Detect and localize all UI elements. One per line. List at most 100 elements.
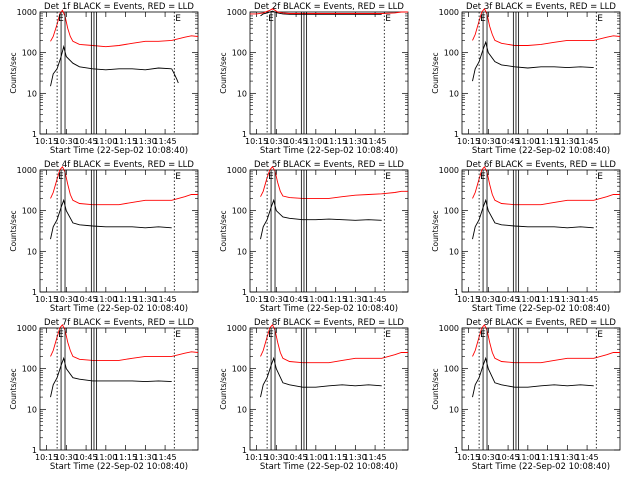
x-tick-label: 11:15	[324, 295, 347, 304]
x-tick-label: 10:30	[477, 453, 500, 462]
x-tick-label: 11:45	[154, 295, 177, 304]
y-tick-label: 10	[27, 247, 37, 256]
y-tick-label: 10	[27, 405, 37, 414]
x-tick-label: 11:15	[536, 453, 559, 462]
chart-title: Det 6f BLACK = Events, RED = LLD	[466, 160, 616, 170]
chart-panel-4: Det 4f BLACK = Events, RED = LLD 1 10 100 10…	[9, 160, 199, 314]
x-axis-label: Start Time (22-Sep-02 10:08:40)	[260, 462, 398, 472]
x-tick-label: 11:15	[536, 295, 559, 304]
marker-label: E	[175, 172, 181, 182]
series-line-lld	[472, 7, 621, 46]
marker-label: E	[175, 14, 181, 24]
chart-panel-9: Det 9f BLACK = Events, RED = LLD 1 10 100 10…	[431, 318, 621, 472]
x-tick-label: 11:15	[536, 137, 559, 146]
x-tick-label: 11:45	[154, 137, 177, 146]
x-tick-label: 10:15	[35, 137, 58, 146]
series-line-events	[260, 356, 382, 398]
x-tick-label: 11:30	[134, 453, 157, 462]
y-tick-label: 100	[444, 207, 459, 216]
x-tick-label: 10:15	[35, 453, 58, 462]
y-tick-label: 1	[32, 446, 37, 455]
x-tick-label: 11:00	[516, 137, 539, 146]
marker-label: E	[58, 330, 64, 340]
x-tick-label: 10:30	[55, 295, 78, 304]
x-axis-label: Start Time (22-Sep-02 10:08:40)	[472, 462, 610, 472]
y-tick-label: 1000	[227, 8, 247, 17]
y-tick-label: 1000	[17, 8, 37, 17]
x-tick-label: 11:00	[94, 295, 117, 304]
marker-label: E	[268, 172, 274, 182]
marker-label: E	[480, 330, 486, 340]
plot-frame	[249, 169, 409, 293]
series-line-events	[472, 356, 594, 398]
y-tick-label: 10	[237, 405, 247, 414]
x-tick-label: 11:00	[304, 453, 327, 462]
plot-frame	[39, 327, 199, 451]
chart-panel-8: Det 8f BLACK = Events, RED = LLD 1 10 100 10…	[219, 318, 409, 472]
marker-label: E	[597, 330, 603, 340]
x-tick-label: 11:45	[364, 453, 387, 462]
y-tick-label: 1000	[17, 324, 37, 333]
y-tick-label: 1000	[227, 324, 247, 333]
x-tick-label: 11:30	[134, 137, 157, 146]
plot-frame	[461, 11, 621, 135]
y-axis-label: Counts/sec	[431, 52, 440, 93]
chart-panel-2: Det 2f BLACK = Events, RED = LLD 1 10 100 10…	[219, 2, 409, 156]
x-axis-label: Start Time (22-Sep-02 10:08:40)	[472, 146, 610, 156]
y-tick-label: 10	[237, 247, 247, 256]
x-tick-label: 11:30	[344, 137, 367, 146]
chart-title: Det 5f BLACK = Events, RED = LLD	[254, 160, 404, 170]
x-tick-label: 11:15	[324, 453, 347, 462]
series-line-events	[260, 10, 382, 17]
y-tick-label: 100	[444, 49, 459, 58]
chart-title: Det 3f BLACK = Events, RED = LLD	[466, 2, 616, 12]
y-tick-label: 10	[237, 89, 247, 98]
y-tick-label: 10	[27, 89, 37, 98]
plot-frame	[461, 327, 621, 451]
x-axis-label: Start Time (22-Sep-02 10:08:40)	[50, 146, 188, 156]
chart-panel-6: Det 6f BLACK = Events, RED = LLD 1 10 100 10…	[431, 160, 621, 314]
x-axis-label: Start Time (22-Sep-02 10:08:40)	[472, 304, 610, 314]
x-tick-label: 10:15	[457, 453, 480, 462]
x-tick-label: 10:45	[75, 137, 98, 146]
x-tick-label: 10:15	[245, 295, 268, 304]
chart-panel-5: Det 5f BLACK = Events, RED = LLD 1 10 100 10…	[219, 160, 409, 314]
chart-title: Det 1f BLACK = Events, RED = LLD	[44, 2, 194, 12]
x-tick-label: 11:45	[576, 137, 599, 146]
x-tick-label: 11:00	[94, 137, 117, 146]
y-tick-label: 1	[32, 288, 37, 297]
plot-frame	[39, 169, 199, 293]
marker-label: E	[268, 330, 274, 340]
series-line-events	[472, 198, 594, 240]
x-tick-label: 11:15	[114, 453, 137, 462]
x-tick-label: 11:15	[114, 295, 137, 304]
marker-label: E	[385, 330, 391, 340]
series-line-events	[472, 40, 594, 82]
series-line-lld	[50, 9, 199, 48]
x-tick-label: 11:30	[134, 295, 157, 304]
y-tick-label: 1	[454, 288, 459, 297]
x-tick-label: 11:00	[516, 453, 539, 462]
x-tick-label: 10:45	[75, 295, 98, 304]
y-tick-label: 1000	[227, 166, 247, 175]
series-line-lld	[472, 165, 620, 206]
x-tick-label: 11:45	[364, 137, 387, 146]
series-line-lld	[250, 8, 408, 15]
chart-title: Det 7f BLACK = Events, RED = LLD	[44, 318, 194, 328]
y-tick-label: 100	[232, 365, 247, 374]
x-tick-label: 11:45	[364, 295, 387, 304]
x-tick-label: 10:30	[55, 137, 78, 146]
marker-label: E	[480, 14, 486, 24]
y-tick-label: 1000	[17, 166, 37, 175]
marker-label: E	[175, 330, 181, 340]
y-axis-label: Counts/sec	[9, 52, 18, 93]
chart-title: Det 8f BLACK = Events, RED = LLD	[254, 318, 404, 328]
x-tick-label: 10:45	[285, 453, 308, 462]
x-tick-label: 11:30	[556, 137, 579, 146]
y-axis-label: Counts/sec	[431, 368, 440, 409]
marker-label: E	[385, 14, 391, 24]
x-axis-label: Start Time (22-Sep-02 10:08:40)	[50, 304, 188, 314]
y-tick-label: 10	[449, 247, 459, 256]
plot-frame	[39, 11, 199, 135]
